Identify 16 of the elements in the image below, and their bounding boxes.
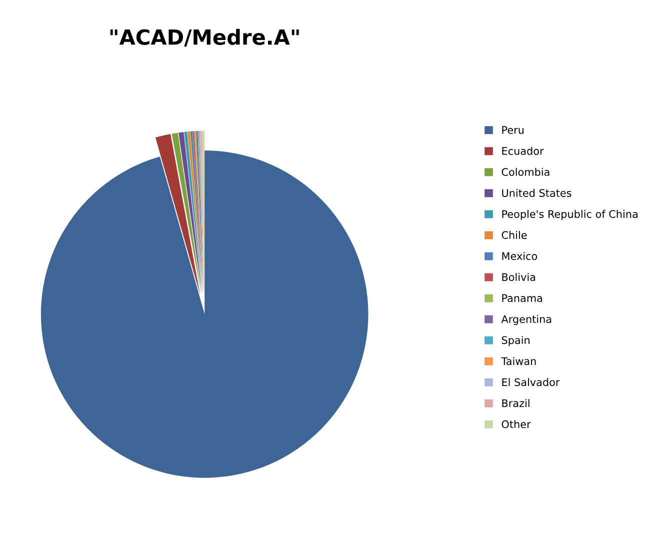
legend-label: People's Republic of China <box>502 210 638 220</box>
legend-label: Chile <box>502 230 527 239</box>
legend-label: Spain <box>502 336 530 346</box>
legend-label: Panama <box>502 294 542 302</box>
legend-label: Taiwan <box>501 357 536 366</box>
legend-label: Peru <box>502 126 524 134</box>
legend-label: Argentina <box>501 314 552 326</box>
legend-label: Bolivia <box>502 272 536 282</box>
legend-label: El Salvador <box>502 378 560 386</box>
legend-label: United States <box>502 188 572 197</box>
chart-title: "ACAD/Medre.A" <box>110 28 299 47</box>
legend-label: Colombia <box>502 168 550 176</box>
legend-label: Mexico <box>502 252 538 260</box>
legend-label: Brazil <box>502 399 530 408</box>
legend-label: Ecuador <box>502 146 544 155</box>
legend-label: Other <box>502 420 531 428</box>
